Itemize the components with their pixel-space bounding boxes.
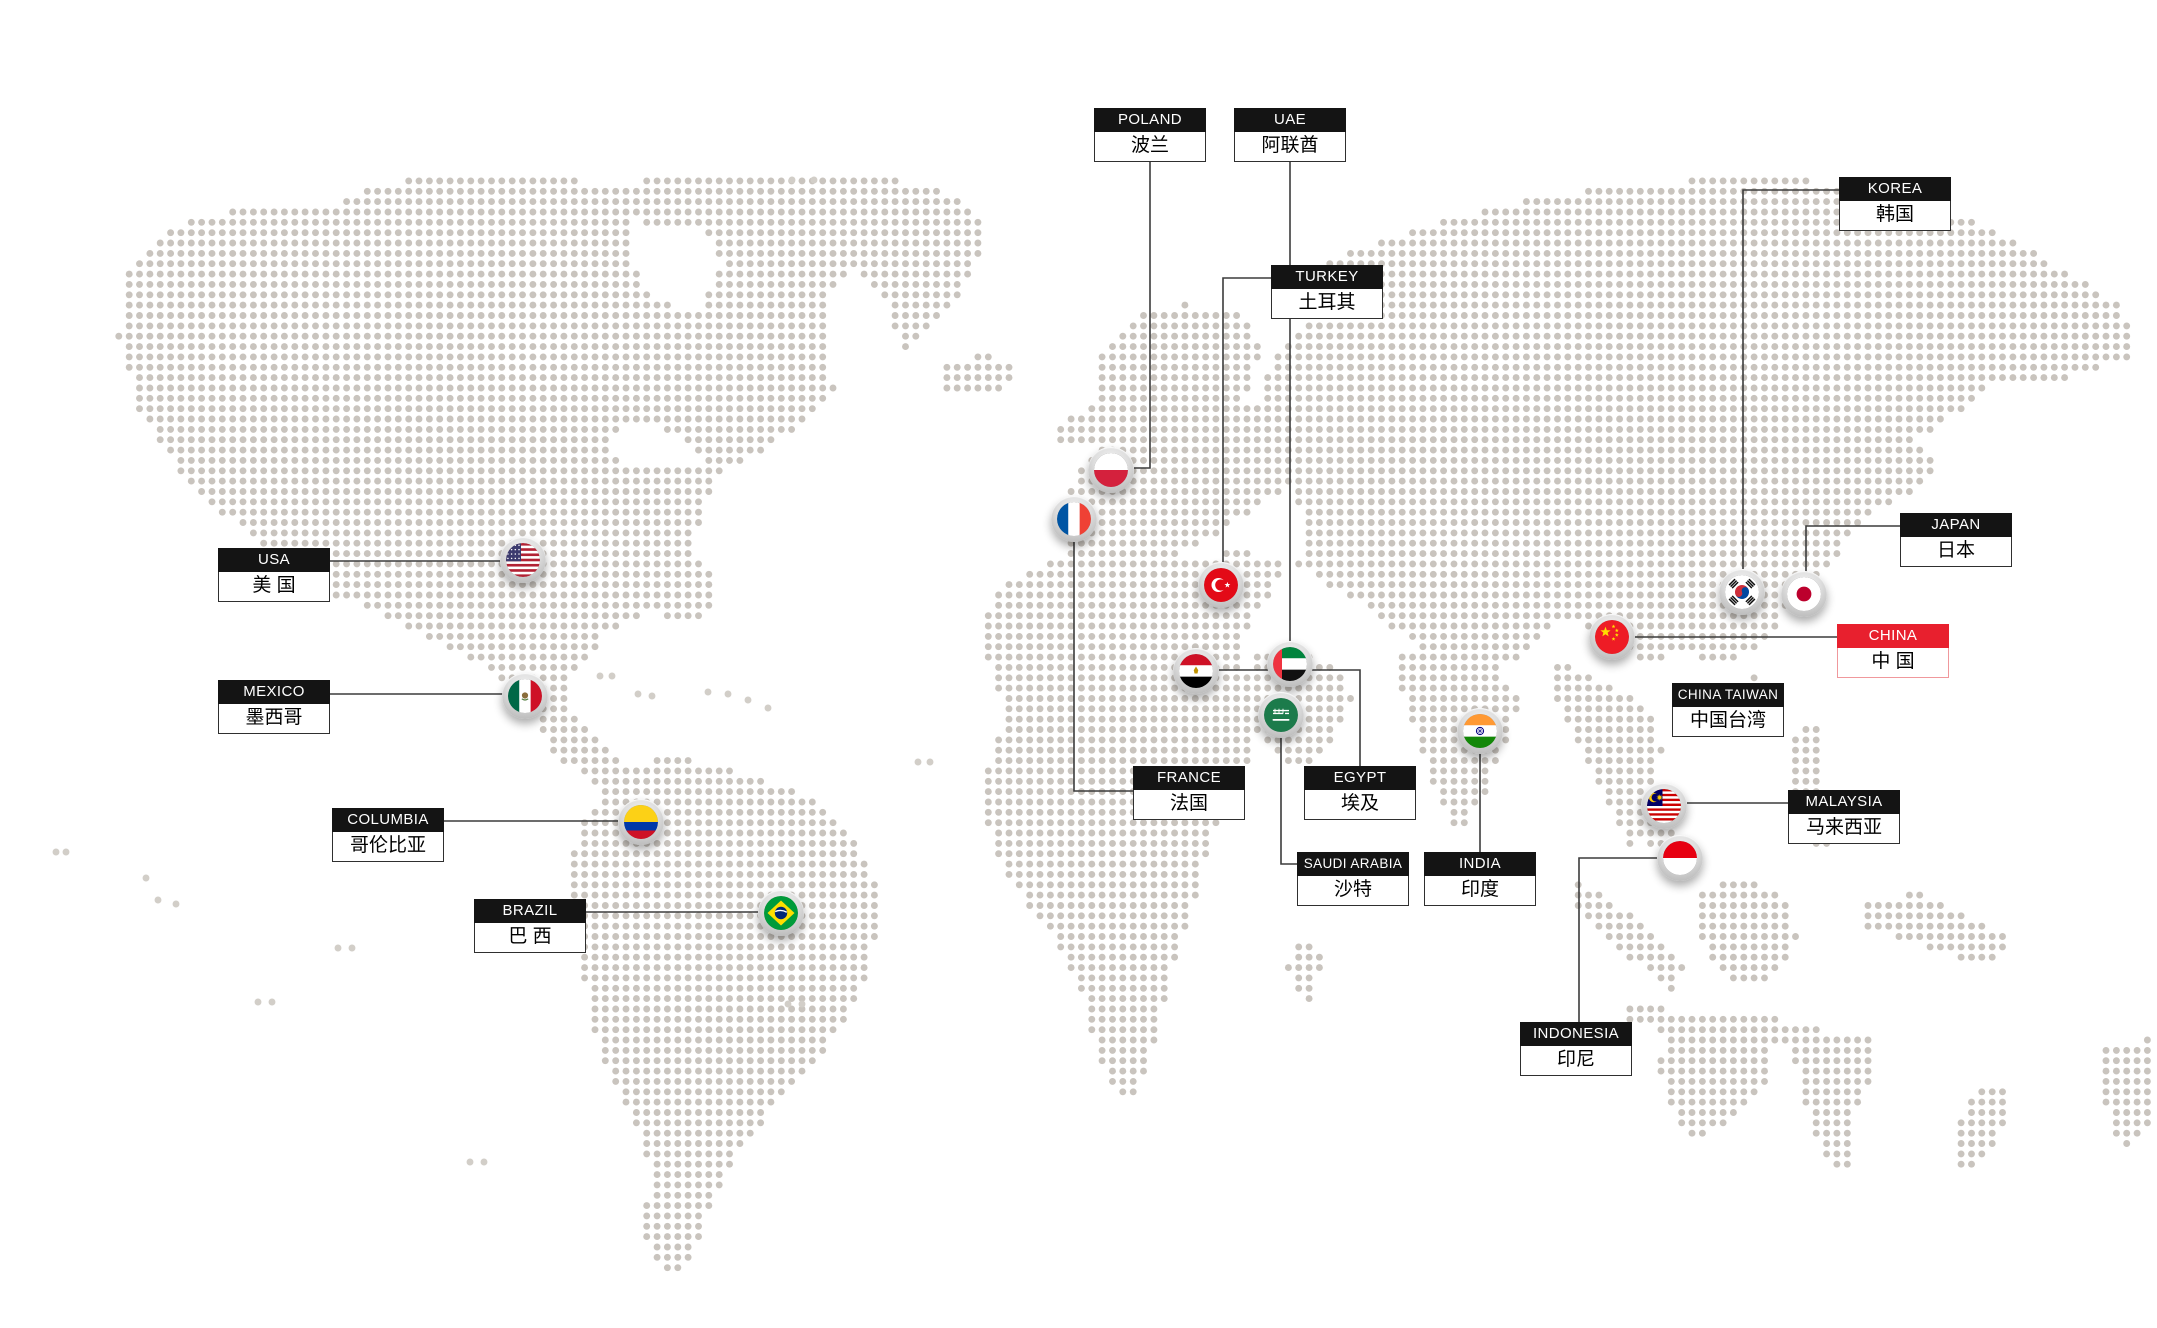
country-label-indonesia: INDONESIA 印尼: [1520, 1022, 1632, 1076]
flag-pin-turkey: [1198, 562, 1244, 608]
flag-pin-indonesia: [1657, 835, 1703, 881]
country-name-zh: 法国: [1133, 790, 1245, 820]
country-name-en: INDIA: [1424, 852, 1536, 876]
fr-flag-icon: [1057, 502, 1091, 536]
country-name-zh: 哥伦比亚: [332, 832, 444, 862]
flag-pin-malaysia: [1641, 783, 1687, 829]
country-name-zh: 中 国: [1837, 648, 1949, 678]
country-name-en: JAPAN: [1900, 513, 2012, 537]
ae-flag-icon: [1273, 647, 1307, 681]
country-label-malaysia: MALAYSIA 马来西亚: [1788, 790, 1900, 844]
flag-pin-mexico: [502, 673, 548, 719]
country-name-zh: 沙特: [1297, 876, 1409, 906]
country-name-zh: 土耳其: [1271, 289, 1383, 319]
country-name-en: EGYPT: [1304, 766, 1416, 790]
country-name-en: SAUDI ARABIA: [1297, 852, 1409, 876]
country-label-france: FRANCE 法国: [1133, 766, 1245, 820]
connector-indonesia: [1578, 857, 1657, 1022]
country-name-en: TURKEY: [1271, 265, 1383, 289]
country-name-en: USA: [218, 548, 330, 572]
id-flag-icon: [1663, 841, 1697, 875]
country-name-zh: 阿联酋: [1234, 132, 1346, 162]
country-label-poland: POLAND 波兰: [1094, 108, 1206, 162]
country-label-india: INDIA 印度: [1424, 852, 1536, 906]
mx-flag-icon: [508, 679, 542, 713]
br-flag-icon: [764, 896, 798, 930]
cn-flag-icon: [1595, 620, 1629, 654]
my-flag-icon: [1647, 789, 1681, 823]
country-name-zh: 中国台湾: [1672, 707, 1784, 737]
country-name-zh: 印尼: [1520, 1046, 1632, 1076]
flag-pin-usa: [500, 537, 546, 583]
connector-turkey: [1222, 277, 1271, 563]
in-flag-icon: [1463, 714, 1497, 748]
map-dots: [52, 176, 2151, 1272]
us-flag-icon: [506, 543, 540, 577]
country-name-zh: 印度: [1424, 876, 1536, 906]
sa-flag-icon: [1264, 698, 1298, 732]
country-label-usa: USA 美 国: [218, 548, 330, 602]
country-name-zh: 马来西亚: [1788, 814, 1900, 844]
country-label-brazil: BRAZIL 巴 西: [474, 899, 586, 953]
connector-poland: [1134, 162, 1151, 469]
connector-saudi-arabia: [1280, 737, 1297, 865]
country-name-en: KOREA: [1839, 177, 1951, 201]
flag-pin-poland: [1088, 447, 1134, 493]
country-label-columbia: COLUMBIA 哥伦比亚: [332, 808, 444, 862]
connector-japan: [1805, 525, 1900, 572]
flag-pin-uae: [1267, 641, 1313, 687]
kr-flag-icon: [1725, 575, 1759, 609]
connector-korea: [1742, 189, 1839, 570]
country-label-japan: JAPAN 日本: [1900, 513, 2012, 567]
tr-flag-icon: [1204, 568, 1238, 602]
flag-pin-saudi-arabia: [1258, 692, 1304, 738]
country-name-en: MEXICO: [218, 680, 330, 704]
co-flag-icon: [624, 805, 658, 839]
flag-pin-korea: [1719, 569, 1765, 615]
connector-france: [1073, 542, 1134, 792]
country-label-china-taiwan: CHINA TAIWAN 中国台湾: [1672, 683, 1784, 737]
eg-flag-icon: [1179, 654, 1213, 688]
country-name-en: UAE: [1234, 108, 1346, 132]
country-name-en: FRANCE: [1133, 766, 1245, 790]
country-name-en: BRAZIL: [474, 899, 586, 923]
country-name-zh: 巴 西: [474, 923, 586, 953]
flag-pin-japan: [1781, 571, 1827, 617]
flag-pin-china: [1589, 614, 1635, 660]
country-label-korea: KOREA 韩国: [1839, 177, 1951, 231]
country-name-zh: 美 国: [218, 572, 330, 602]
country-name-en: CHINA TAIWAN: [1672, 683, 1784, 707]
flag-pin-columbia: [618, 799, 664, 845]
country-label-uae: UAE 阿联酋: [1234, 108, 1346, 162]
country-name-en: COLUMBIA: [332, 808, 444, 832]
country-label-saudi-arabia: SAUDI ARABIA 沙特: [1297, 852, 1409, 906]
country-label-egypt: EGYPT 埃及: [1304, 766, 1416, 820]
flag-pin-brazil: [758, 890, 804, 936]
flag-pin-france: [1051, 496, 1097, 542]
country-label-turkey: TURKEY 土耳其: [1271, 265, 1383, 319]
country-name-en: CHINA: [1837, 624, 1949, 648]
jp-flag-icon: [1787, 577, 1821, 611]
country-name-zh: 墨西哥: [218, 704, 330, 734]
pl-flag-icon: [1094, 453, 1128, 487]
country-label-mexico: MEXICO 墨西哥: [218, 680, 330, 734]
flag-pin-india: [1457, 708, 1503, 754]
country-name-zh: 韩国: [1839, 201, 1951, 231]
country-name-en: POLAND: [1094, 108, 1206, 132]
country-label-china: CHINA 中 国: [1837, 624, 1949, 678]
country-name-en: INDONESIA: [1520, 1022, 1632, 1046]
connector-lines: [330, 162, 1900, 1022]
country-name-en: MALAYSIA: [1788, 790, 1900, 814]
country-name-zh: 波兰: [1094, 132, 1206, 162]
country-name-zh: 埃及: [1304, 790, 1416, 820]
flag-pin-egypt: [1173, 648, 1219, 694]
country-name-zh: 日本: [1900, 537, 2012, 567]
connector-egypt: [1218, 669, 1361, 766]
